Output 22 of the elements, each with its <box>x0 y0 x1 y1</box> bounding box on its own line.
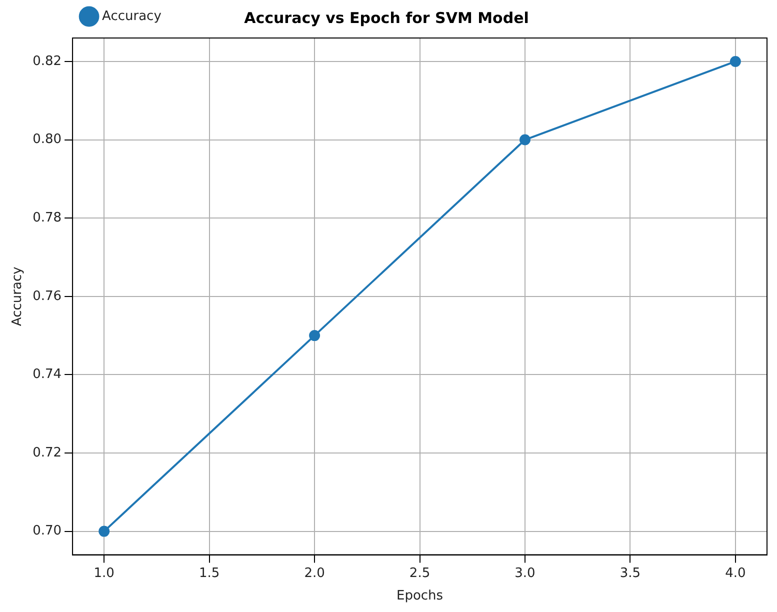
x-tick-label: 4.0 <box>725 566 746 581</box>
y-tick-label: 0.74 <box>32 367 62 382</box>
y-tick-label: 0.72 <box>32 445 62 460</box>
point <box>98 526 110 537</box>
x-tick-label: 3.5 <box>620 566 641 581</box>
y-tick-label: 0.80 <box>32 132 62 148</box>
y-tick-label: 0.70 <box>32 524 62 539</box>
y-tick-label: 0.78 <box>32 210 62 226</box>
x-axis-title: Epochs <box>396 588 444 604</box>
x-tick-label: 3.0 <box>514 566 536 581</box>
x-tick-label: 2.0 <box>304 566 325 581</box>
x-tick-label: 1.0 <box>94 566 114 581</box>
point <box>730 56 741 67</box>
x-tick-label: 2.5 <box>409 566 430 581</box>
y-axis-title: Accuracy <box>10 266 26 326</box>
y-tick-label: 0.82 <box>32 54 62 69</box>
legend-label: Accuracy <box>102 8 162 24</box>
y-tick-label: 0.76 <box>32 288 62 304</box>
point <box>309 330 320 342</box>
x-tick-label: 1.5 <box>198 566 220 581</box>
chart-title: Accuracy vs Epoch for SVM Model <box>244 8 529 27</box>
point <box>519 134 530 146</box>
